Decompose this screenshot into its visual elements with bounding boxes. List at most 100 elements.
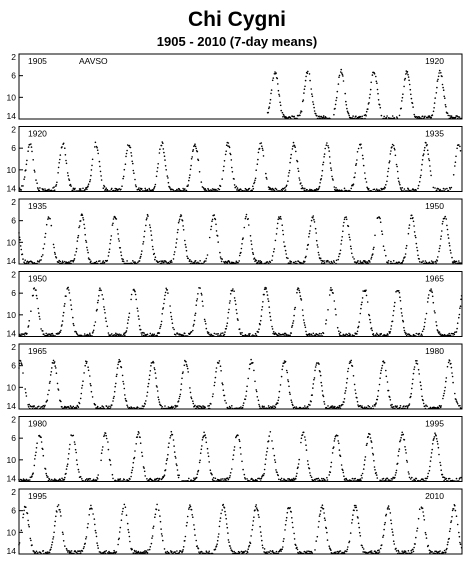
data-point — [248, 544, 251, 547]
data-point — [57, 172, 59, 174]
data-point — [170, 315, 173, 318]
data-point — [355, 164, 357, 166]
data-point — [270, 552, 272, 555]
data-point — [242, 190, 244, 192]
data-point — [400, 552, 403, 555]
data-point — [171, 433, 174, 436]
data-point — [228, 146, 231, 149]
data-point — [212, 393, 214, 395]
data-point — [203, 260, 206, 263]
data-point — [422, 260, 424, 262]
data-point — [96, 542, 98, 544]
data-point — [441, 230, 443, 232]
data-point — [101, 294, 103, 296]
data-point — [212, 477, 215, 479]
data-point — [169, 435, 172, 437]
data-point — [103, 435, 105, 438]
data-point — [253, 182, 255, 185]
data-point — [361, 297, 364, 299]
data-point — [158, 260, 161, 263]
data-point — [145, 224, 147, 227]
data-point — [277, 552, 280, 555]
data-point — [245, 188, 248, 191]
data-point — [117, 233, 119, 235]
data-point — [143, 470, 146, 473]
data-point — [301, 309, 304, 311]
data-point — [334, 107, 336, 110]
data-point — [247, 548, 249, 550]
data-point — [323, 153, 326, 155]
data-point — [99, 165, 101, 168]
data-point — [20, 248, 23, 251]
data-point — [187, 257, 189, 260]
data-point — [347, 225, 350, 228]
data-point — [346, 333, 349, 336]
data-point — [233, 184, 236, 186]
data-point — [199, 287, 201, 289]
data-point — [392, 260, 395, 262]
data-point — [157, 261, 159, 264]
data-point — [85, 241, 88, 243]
data-point — [146, 190, 148, 192]
data-point — [394, 407, 396, 410]
data-point — [265, 552, 267, 555]
data-point — [143, 467, 145, 469]
data-point — [295, 406, 298, 408]
data-point — [224, 331, 226, 333]
data-point — [20, 189, 23, 191]
data-point — [349, 333, 351, 336]
data-point — [142, 407, 144, 410]
data-point — [55, 367, 57, 369]
data-point — [438, 331, 441, 333]
data-point — [380, 114, 383, 117]
data-point — [323, 512, 325, 514]
data-point — [361, 154, 364, 157]
data-point — [384, 187, 387, 189]
data-point — [35, 447, 38, 449]
data-point — [357, 478, 359, 481]
data-point — [33, 464, 36, 467]
data-point — [334, 308, 337, 310]
data-point — [333, 186, 336, 188]
panel-frame — [18, 126, 463, 192]
data-point — [342, 403, 344, 406]
data-point — [424, 260, 427, 262]
data-point — [109, 242, 111, 245]
data-point — [453, 333, 456, 336]
data-point — [148, 224, 151, 226]
data-point — [143, 235, 145, 238]
data-point — [338, 255, 340, 258]
data-point — [275, 333, 278, 336]
data-point — [61, 146, 63, 148]
data-point — [60, 400, 62, 403]
data-point — [186, 515, 189, 518]
data-point — [372, 454, 375, 456]
data-point — [303, 92, 305, 94]
data-point — [279, 384, 282, 386]
data-point — [112, 552, 115, 554]
data-point — [53, 251, 56, 254]
data-point — [274, 190, 276, 192]
data-point — [360, 147, 363, 149]
data-point — [241, 243, 243, 245]
data-point — [387, 167, 390, 170]
data-point — [54, 335, 56, 337]
data-point — [454, 116, 457, 119]
data-point — [280, 109, 283, 112]
data-point — [82, 219, 85, 221]
data-point — [267, 407, 269, 410]
data-point — [172, 439, 175, 441]
data-point — [107, 190, 109, 192]
data-point — [74, 448, 77, 451]
data-point — [78, 402, 81, 405]
data-point — [385, 514, 387, 517]
data-point — [167, 261, 170, 264]
data-point — [415, 189, 417, 191]
data-point — [389, 262, 392, 265]
data-point — [265, 287, 268, 289]
data-point — [252, 185, 254, 188]
data-point — [398, 450, 400, 453]
data-point — [187, 184, 189, 186]
data-point — [283, 538, 285, 540]
data-point — [113, 390, 116, 393]
